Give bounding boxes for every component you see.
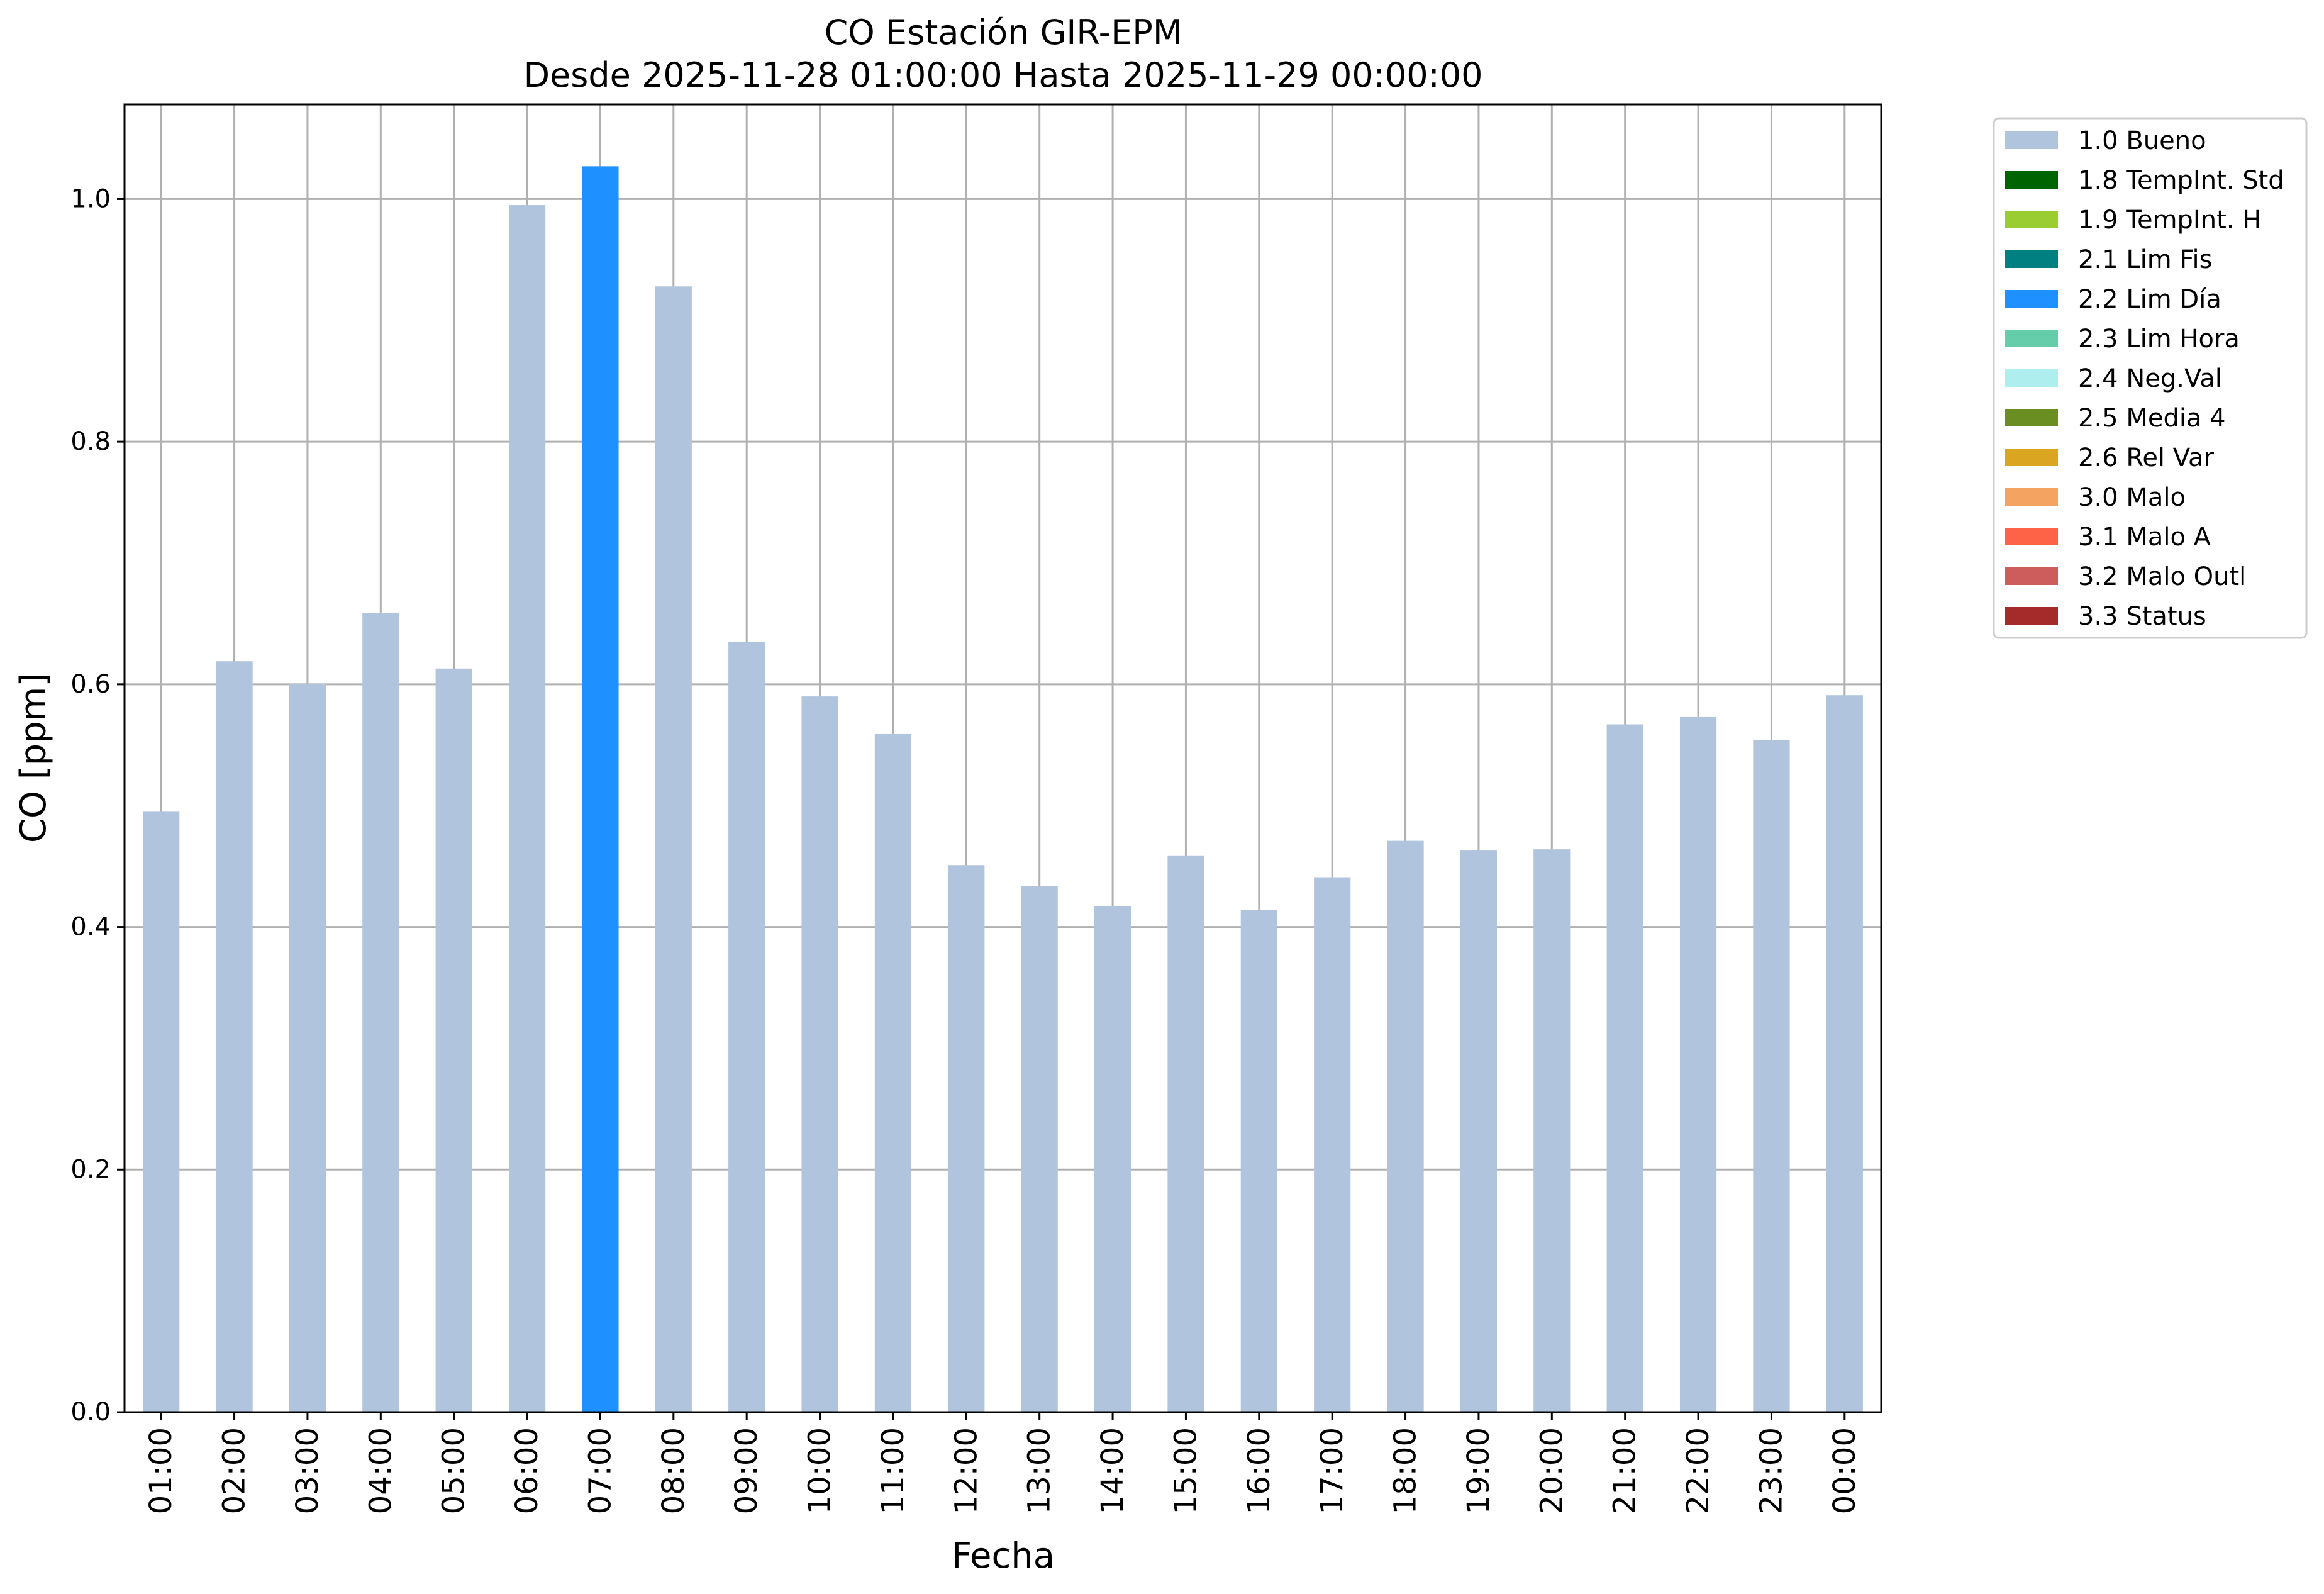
y-tick-label: 0.6 (70, 670, 111, 699)
x-tick-label: 08:00 (656, 1427, 691, 1514)
legend-label: 2.5 Media 4 (2078, 404, 2226, 433)
x-tick-label: 01:00 (143, 1427, 179, 1514)
x-tick-label: 19:00 (1461, 1427, 1496, 1514)
legend-swatch (2005, 449, 2058, 466)
bar (1753, 740, 1790, 1412)
chart-title-line1: CO Estación GIR-EPM (825, 13, 1182, 52)
bar (874, 733, 912, 1412)
y-tick-label: 0.0 (70, 1398, 111, 1427)
x-tick-label: 22:00 (1681, 1427, 1716, 1514)
x-tick-label: 10:00 (803, 1427, 838, 1514)
x-tick-label: 04:00 (363, 1427, 398, 1514)
chart-title-line2: Desde 2025-11-28 01:00:00 Hasta 2025-11-… (523, 55, 1482, 95)
legend-swatch (2005, 488, 2058, 506)
legend-swatch (2005, 131, 2058, 149)
x-tick-label: 16:00 (1242, 1427, 1277, 1514)
x-tick-label: 18:00 (1388, 1427, 1423, 1514)
bar (801, 696, 838, 1412)
legend-swatch (2005, 330, 2058, 347)
x-tick-label: 13:00 (1022, 1427, 1057, 1514)
x-tick-label: 07:00 (582, 1427, 618, 1514)
legend: 1.0 Bueno 1.8 TempInt. Std 1.9 TempInt. H 2… (1993, 117, 2308, 639)
legend-entries: 1.0 Bueno 1.8 TempInt. Std 1.9 TempInt. H 2… (2005, 126, 2284, 631)
legend-label: 1.0 Bueno (2078, 126, 2206, 155)
bar (655, 286, 692, 1413)
legend-label: 1.9 TempInt. H (2078, 206, 2261, 235)
legend-swatch (2005, 369, 2058, 387)
x-tick-label: 15:00 (1168, 1427, 1203, 1514)
legend-label: 2.4 Neg.Val (2078, 364, 2222, 393)
bar (1314, 877, 1351, 1412)
legend-swatch (2005, 409, 2058, 426)
bar (289, 684, 326, 1412)
x-tick-label: 02:00 (217, 1427, 252, 1514)
bar (216, 661, 253, 1412)
y-axis-ticks: 0.0 0.2 0.4 0.6 0.8 1.0 (70, 184, 125, 1427)
legend-label: 3.1 Malo A (2078, 523, 2211, 552)
x-tick-label: 23:00 (1754, 1427, 1789, 1514)
x-tick-label: 03:00 (290, 1427, 325, 1514)
y-tick-label: 1.0 (70, 184, 111, 213)
legend-swatch (2005, 171, 2058, 189)
bar (1167, 855, 1204, 1412)
legend-label: 2.1 Lim Fis (2078, 245, 2212, 274)
legend-swatch (2005, 528, 2058, 545)
x-tick-label: 09:00 (729, 1427, 764, 1514)
bar (435, 668, 472, 1412)
legend-label: 3.0 Malo (2078, 483, 2186, 512)
plot-frame (123, 103, 1882, 1413)
legend-label: 1.8 TempInt. Std (2078, 166, 2284, 195)
bar (1826, 695, 1863, 1412)
x-tick-label: 21:00 (1608, 1427, 1643, 1514)
legend-label: 2.6 Rel Var (2078, 443, 2215, 472)
legend-swatch (2005, 250, 2058, 268)
x-axis-ticks: 01:00 02:00 03:00 04:00 05:00 06:00 07:00 08:00… (143, 1412, 1862, 1514)
legend-label: 2.3 Lim Hora (2078, 325, 2240, 354)
bar (508, 205, 546, 1413)
x-tick-label: 11:00 (876, 1427, 911, 1514)
bar (1606, 724, 1643, 1412)
x-tick-label: 12:00 (948, 1427, 984, 1514)
y-axis-label: CO [ppm] (13, 673, 54, 843)
y-tick-label: 0.2 (70, 1155, 111, 1184)
bar (1240, 910, 1277, 1412)
bars (143, 166, 1863, 1413)
legend-label: 3.3 Status (2078, 602, 2206, 631)
bar (143, 811, 180, 1412)
bar (1533, 849, 1571, 1412)
bar (1460, 850, 1498, 1412)
bar (948, 865, 985, 1412)
x-tick-label: 14:00 (1095, 1427, 1130, 1514)
bar (1094, 906, 1131, 1412)
y-tick-label: 0.4 (70, 913, 111, 942)
legend-swatch (2005, 607, 2058, 625)
bar (582, 166, 619, 1412)
x-tick-label: 05:00 (436, 1427, 472, 1514)
legend-label: 2.2 Lim Día (2078, 285, 2221, 314)
y-tick-label: 0.8 (70, 427, 111, 456)
bar (1679, 716, 1717, 1412)
x-tick-label: 20:00 (1534, 1427, 1569, 1514)
legend-box (1993, 117, 2308, 639)
x-tick-label: 00:00 (1827, 1427, 1862, 1514)
bar (1021, 886, 1058, 1412)
x-tick-label: 06:00 (509, 1427, 545, 1514)
bar (362, 613, 399, 1412)
legend-label: 3.2 Malo Outl (2078, 562, 2246, 591)
x-tick-label: 17:00 (1315, 1427, 1350, 1514)
legend-swatch (2005, 211, 2058, 228)
legend-swatch (2005, 290, 2058, 308)
bar (1387, 840, 1424, 1412)
legend-swatch (2005, 567, 2058, 585)
bar (728, 642, 765, 1412)
x-axis-label: Fecha (952, 1535, 1055, 1576)
